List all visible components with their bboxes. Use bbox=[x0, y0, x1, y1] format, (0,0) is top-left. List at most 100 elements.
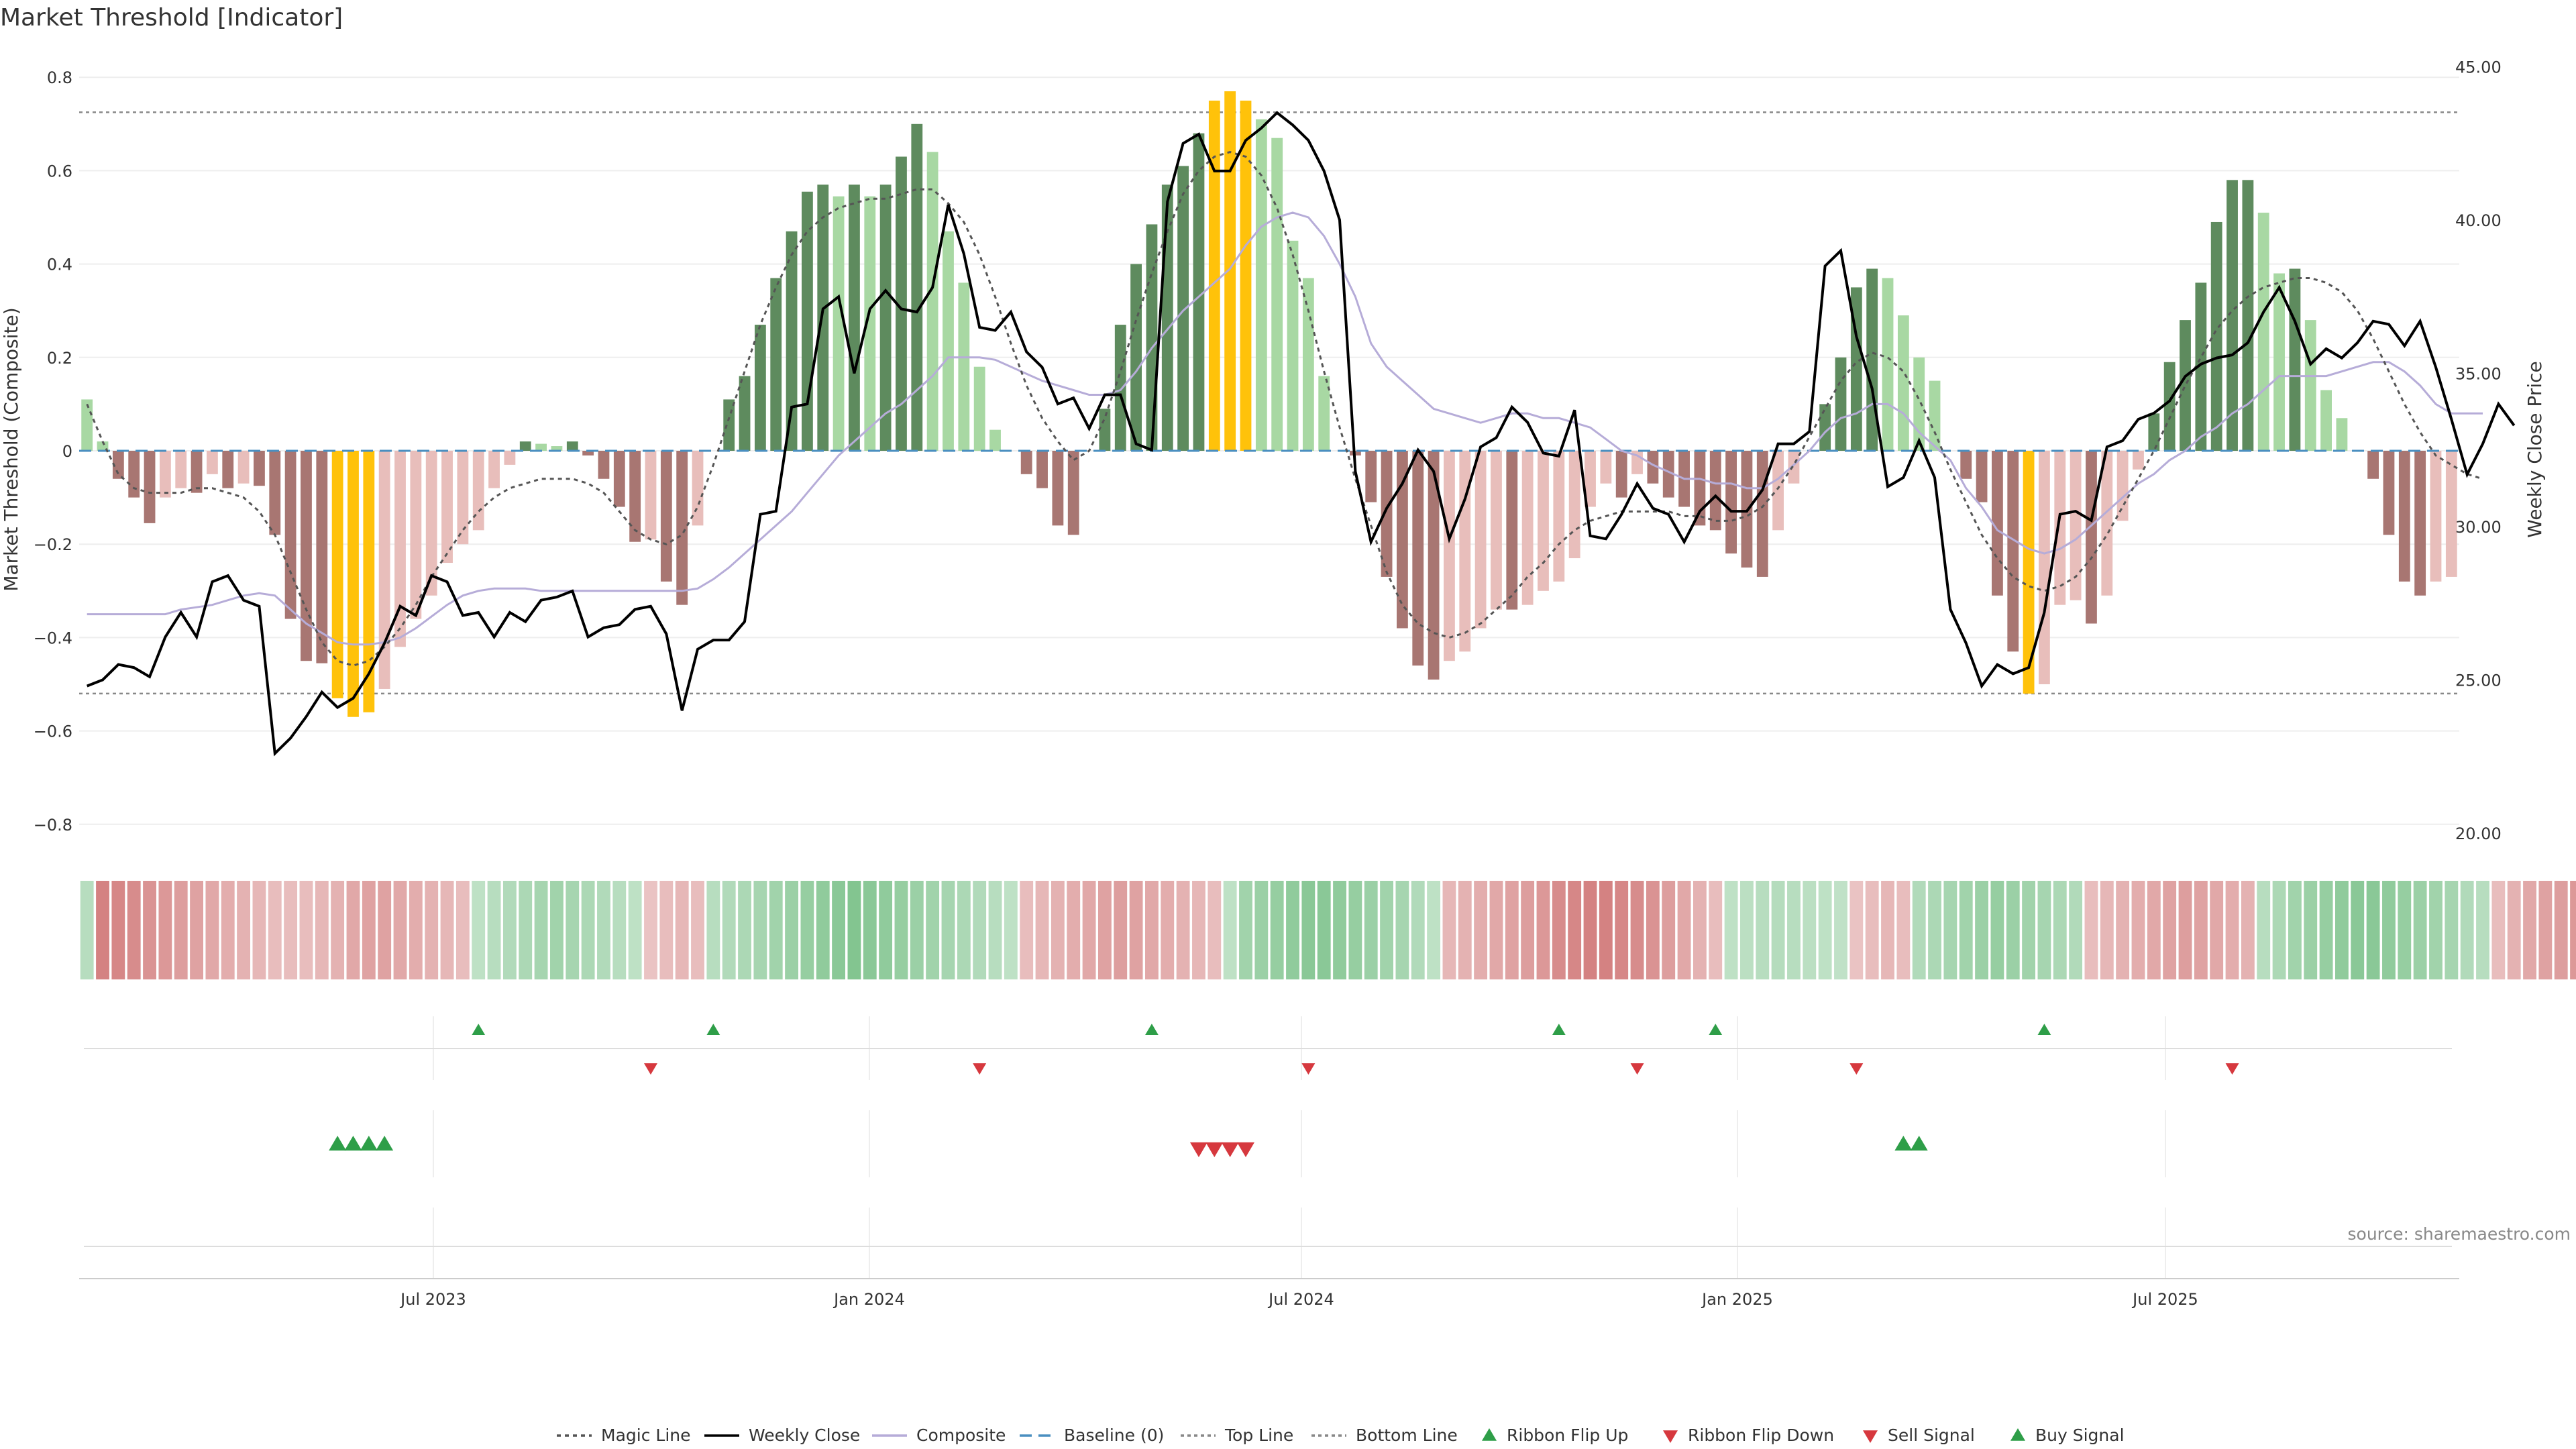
ribbon-cell bbox=[502, 881, 517, 979]
y2-tick-label: 25.00 bbox=[2455, 672, 2502, 690]
composite-bar bbox=[2367, 451, 2379, 479]
chart-title: Market Threshold [Indicator] bbox=[0, 4, 343, 32]
ribbon-cell bbox=[1270, 881, 1284, 979]
buy-signal-marker bbox=[344, 1136, 362, 1151]
ribbon-cell bbox=[550, 881, 564, 979]
ribbon-cell bbox=[2225, 881, 2239, 979]
composite-bar bbox=[191, 451, 203, 493]
sell-signal-marker bbox=[1189, 1142, 1208, 1157]
legend-label: Ribbon Flip Up bbox=[1507, 1426, 1628, 1445]
ribbon-cell bbox=[1599, 881, 1613, 979]
composite-bar bbox=[2242, 180, 2254, 451]
composite-bar bbox=[2320, 390, 2332, 451]
composite-bar bbox=[1161, 184, 1173, 451]
legend-swatch bbox=[1663, 1430, 1678, 1443]
ribbon-cell bbox=[2429, 881, 2443, 979]
ribbon-cell bbox=[1959, 881, 1973, 979]
composite-bar bbox=[1114, 325, 1126, 451]
composite-bar bbox=[1224, 91, 1236, 451]
ribbon-flip-up-marker bbox=[1144, 1024, 1159, 1035]
ribbon-cell bbox=[1489, 881, 1503, 979]
composite-bar bbox=[973, 366, 985, 451]
composite-bar bbox=[802, 191, 813, 451]
y-tick-label: −0.6 bbox=[34, 722, 72, 741]
ribbon-cell bbox=[2554, 881, 2568, 979]
composite-bar bbox=[833, 196, 845, 451]
ribbon-cell bbox=[1756, 881, 1770, 979]
composite-bar bbox=[2116, 451, 2129, 521]
composite-bar bbox=[144, 451, 156, 523]
ribbon-cell bbox=[205, 881, 219, 979]
ribbon-flip-up-marker bbox=[1709, 1024, 1723, 1035]
ribbon-cell bbox=[2507, 881, 2521, 979]
composite-bar bbox=[2257, 213, 2269, 451]
ribbon-flip-down-marker bbox=[643, 1063, 657, 1075]
ribbon-cell bbox=[2304, 881, 2318, 979]
y-tick-label: 0.6 bbox=[47, 162, 72, 180]
ribbon-cell bbox=[1442, 881, 1456, 979]
y-tick-label: 0.8 bbox=[47, 68, 72, 87]
composite-bar bbox=[1240, 101, 1252, 451]
composite-bar bbox=[1381, 451, 1393, 577]
ribbon-cell bbox=[832, 881, 846, 979]
composite-bar bbox=[1725, 451, 1737, 554]
composite-bar bbox=[1694, 451, 1706, 526]
composite-bar bbox=[1788, 451, 1800, 484]
composite-bar bbox=[613, 451, 625, 507]
ribbon-cell bbox=[346, 881, 360, 979]
ribbon-strip bbox=[80, 881, 2576, 979]
y2-axis-ticks: 45.00 40.00 35.00 30.00 25.00 20.00 bbox=[2455, 58, 2502, 844]
composite-bar bbox=[911, 123, 923, 451]
composite-bar bbox=[1491, 451, 1502, 610]
ribbon-cell bbox=[2084, 881, 2098, 979]
ribbon-cell bbox=[722, 881, 736, 979]
ribbon-cell bbox=[1928, 881, 1941, 979]
ribbon-cell bbox=[2523, 881, 2536, 979]
ribbon-cell bbox=[1348, 881, 1362, 979]
ribbon-cell bbox=[2491, 881, 2506, 979]
composite-bar bbox=[2054, 451, 2066, 605]
legend-swatch bbox=[1482, 1428, 1497, 1441]
composite-bar bbox=[879, 184, 892, 451]
composite-bar bbox=[1647, 451, 1659, 484]
composite-bar bbox=[1585, 451, 1596, 507]
ribbon-cell bbox=[2257, 881, 2271, 979]
composite-bar bbox=[864, 196, 876, 451]
ribbon-cell bbox=[158, 881, 172, 979]
weekly-close-line bbox=[86, 111, 2516, 757]
ribbon-cell bbox=[1035, 881, 1049, 979]
ribbon-cell bbox=[96, 881, 109, 979]
composite-bar bbox=[1506, 451, 1518, 610]
composite-bar bbox=[1819, 404, 1831, 451]
ribbon-cell bbox=[143, 881, 156, 979]
ribbon-cell bbox=[1615, 881, 1629, 979]
ribbon-cell bbox=[252, 881, 266, 979]
ribbon-cell bbox=[1176, 881, 1190, 979]
ribbon-cell bbox=[409, 881, 423, 979]
composite-bar bbox=[1444, 451, 1455, 661]
composite-bars bbox=[81, 91, 2457, 717]
ribbon-cell bbox=[957, 881, 971, 979]
ribbon-cell bbox=[268, 881, 282, 979]
composite-bar bbox=[207, 451, 218, 474]
composite-bar bbox=[81, 399, 93, 451]
ribbon-cell bbox=[1097, 881, 1112, 979]
ribbon-cell bbox=[393, 881, 407, 979]
ribbon-cell bbox=[910, 881, 924, 979]
x-tick-label: Jul 2023 bbox=[399, 1290, 466, 1309]
ribbon-cell bbox=[675, 881, 689, 979]
buy-signal-marker bbox=[360, 1136, 378, 1151]
composite-bar bbox=[519, 441, 531, 451]
composite-bar bbox=[112, 451, 124, 479]
ribbon-cell bbox=[2366, 881, 2380, 979]
ribbon-cell bbox=[2288, 881, 2302, 979]
ribbon-flip-up-marker bbox=[706, 1024, 720, 1035]
ribbon-cell bbox=[1693, 881, 1707, 979]
ribbon-cell bbox=[174, 881, 188, 979]
composite-bar bbox=[222, 451, 234, 488]
ribbon-cell bbox=[1803, 881, 1817, 979]
composite-bar bbox=[331, 451, 343, 698]
ribbon-flip-up-marker bbox=[472, 1024, 486, 1035]
ribbon-cell bbox=[1239, 881, 1252, 979]
ribbon-cell bbox=[738, 881, 751, 979]
